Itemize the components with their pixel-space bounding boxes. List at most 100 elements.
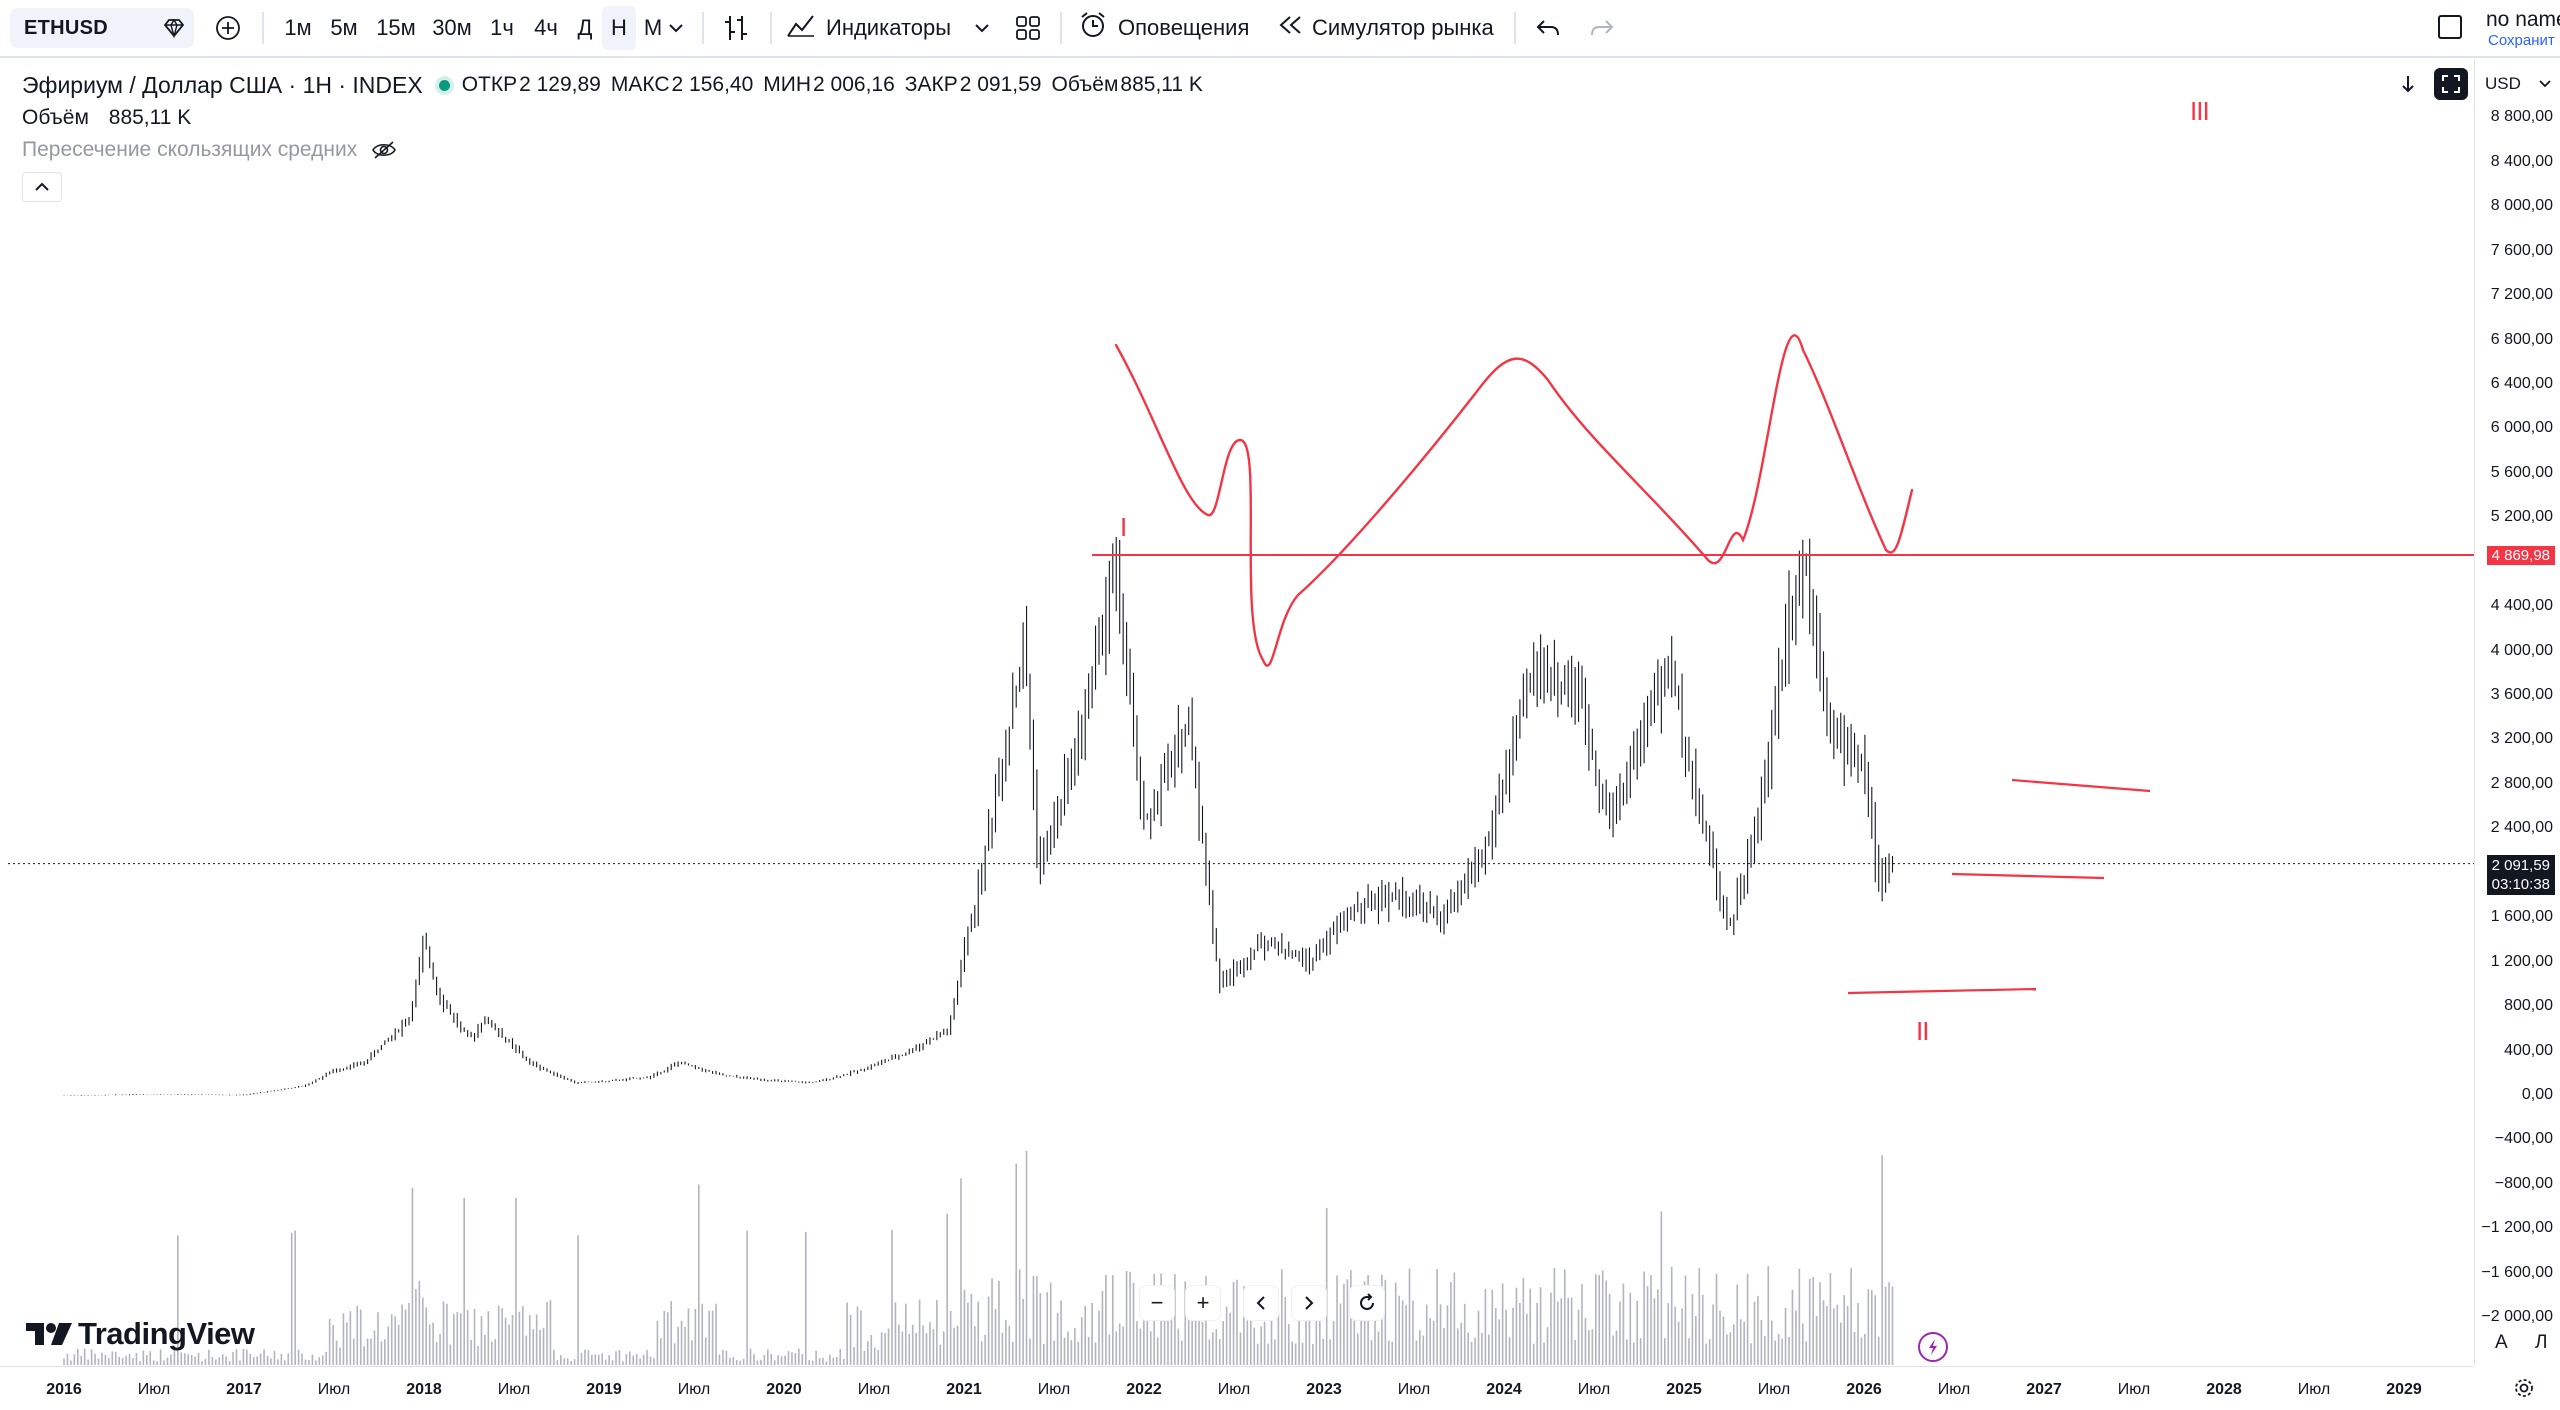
collapse-legend-button[interactable]: [22, 172, 62, 202]
auto-scale-button[interactable]: A: [2495, 1332, 2508, 1353]
high-value: 2 156,40: [671, 73, 754, 96]
ma-cross-indicator-row[interactable]: Пересечение скользящих средних: [22, 138, 1203, 162]
time-label: 2021: [946, 1381, 982, 1398]
indicators-button[interactable]: Индикаторы: [786, 6, 951, 50]
wave-label-2[interactable]: II: [1916, 1016, 1929, 1046]
indicators-dropdown-icon[interactable]: [970, 6, 994, 50]
close-label: ЗАКР: [904, 73, 958, 96]
wave-label-1[interactable]: I: [1120, 512, 1128, 542]
price-label: −2 000,00: [2481, 1308, 2553, 1326]
time-label: 2022: [1126, 1381, 1162, 1398]
close-value: 2 091,59: [959, 73, 1042, 96]
price-label: 800,00: [2504, 997, 2553, 1015]
scroll-to-realtime-icon[interactable]: [2392, 68, 2424, 100]
layout-name[interactable]: no name: [2486, 8, 2560, 31]
volume-label: Объём: [1051, 73, 1119, 96]
price-axis[interactable]: USD 8 800,00 8 400,00 8 000,00 7 600,00 7 20…: [2474, 60, 2560, 1365]
price-label: 3 200,00: [2490, 730, 2553, 748]
plus-icon: +: [1196, 1290, 1210, 1315]
target-line-lower: [1847, 987, 2037, 995]
alerts-label: Оповещения: [1118, 15, 1250, 40]
alerts-button[interactable]: Оповещения: [1078, 6, 1249, 50]
interval-1[interactable]: 1м: [284, 15, 312, 40]
price-label: −400,00: [2494, 1130, 2553, 1148]
time-label: 2027: [2026, 1381, 2062, 1398]
fullscreen-icon[interactable]: [2434, 68, 2468, 100]
rewind-icon: [1276, 13, 1304, 43]
time-label: Июл: [1217, 1381, 1251, 1398]
volume-indicator-row[interactable]: Объём 885,11 K: [22, 106, 1203, 130]
reset-icon: [1360, 1293, 1374, 1310]
time-label: Июл: [1937, 1381, 1971, 1398]
time-label: 2023: [1306, 1381, 1342, 1398]
user-drawings[interactable]: [8, 334, 2474, 995]
time-label: 2026: [1846, 1381, 1882, 1398]
interval-3[interactable]: 15м: [376, 15, 416, 40]
tradingview-logo[interactable]: TradingView: [26, 1316, 255, 1352]
interval-5[interactable]: 1ч: [490, 15, 514, 40]
price-label: 2 400,00: [2490, 819, 2553, 837]
time-label: Июл: [1397, 1381, 1431, 1398]
price-chart[interactable]: [8, 60, 2474, 1365]
volume-bars: [63, 1151, 1894, 1365]
indicators-icon: [786, 12, 816, 44]
price-label: 4 400,00: [2490, 597, 2553, 615]
chart-pane[interactable]: [8, 60, 2474, 1365]
interval-dropdown-icon[interactable]: [662, 6, 690, 50]
time-label: Июл: [2117, 1381, 2151, 1398]
price-label: 5 200,00: [2490, 508, 2553, 526]
settings-gear-icon[interactable]: [2508, 1372, 2540, 1404]
price-label: 3 600,00: [2490, 686, 2553, 704]
chart-type-icon[interactable]: [716, 6, 756, 50]
replay-button[interactable]: Симулятор рынка: [1276, 6, 1494, 50]
interval-9[interactable]: М: [643, 15, 663, 40]
scroll-right-button[interactable]: [1292, 1286, 1326, 1320]
interval-7[interactable]: Д: [577, 15, 593, 40]
high-label: МАКС: [610, 73, 670, 96]
ma-cross-label: Пересечение скользящих средних: [22, 138, 358, 161]
tradingview-logo-icon: [26, 1323, 72, 1345]
currency-selector[interactable]: USD: [2485, 74, 2551, 94]
time-label: 2017: [226, 1381, 262, 1398]
lightning-icon[interactable]: [1918, 1332, 1948, 1362]
open-value: 2 129,89: [519, 73, 601, 96]
interval-4[interactable]: 30м: [432, 15, 472, 40]
zoom-in-button[interactable]: +: [1186, 1286, 1220, 1320]
target-line-upper: [2011, 778, 2151, 793]
price-label: 1 200,00: [2490, 952, 2553, 970]
price-label: 7 200,00: [2490, 286, 2553, 304]
time-label: Июл: [857, 1381, 891, 1398]
volume-indicator-value: 885,11 K: [108, 106, 192, 129]
indicators-label: Индикаторы: [826, 15, 952, 40]
time-label: Июл: [1577, 1381, 1611, 1398]
volume-value: 885,11 K: [1120, 73, 1203, 96]
price-label: 8 800,00: [2490, 108, 2553, 126]
interval-6[interactable]: 4ч: [534, 15, 558, 40]
log-scale-button[interactable]: Л: [2535, 1332, 2548, 1353]
level-price-tag: 4 869,98: [2486, 546, 2555, 565]
templates-icon[interactable]: [1010, 6, 1046, 50]
reset-chart-button[interactable]: [1350, 1286, 1384, 1320]
interval-2[interactable]: 5м: [330, 15, 358, 40]
add-symbol-icon[interactable]: [210, 6, 246, 50]
open-label: ОТКР: [461, 73, 518, 96]
time-axis[interactable]: 2016 Июл 2017 Июл 2018 Июл 2019 Июл 2020 Июл 2021 И…: [0, 1366, 2474, 1410]
symbol-title[interactable]: Эфириум / Доллар США · 1Н · INDEX: [22, 71, 423, 98]
undo-icon[interactable]: [1528, 6, 1568, 50]
redo-icon[interactable]: [1582, 6, 1622, 50]
symbol-search[interactable]: ETHUSD: [10, 8, 194, 48]
wave-label-3[interactable]: III: [2190, 96, 2210, 126]
price-label: 8 400,00: [2490, 152, 2553, 170]
time-label: 2020: [766, 1381, 802, 1398]
interval-8[interactable]: Н: [602, 6, 636, 50]
time-label: 2029: [2386, 1381, 2422, 1398]
price-label: 6 400,00: [2490, 374, 2553, 392]
layout-checkbox-icon[interactable]: [2438, 15, 2462, 39]
zoom-out-button[interactable]: −: [1140, 1286, 1174, 1320]
save-status[interactable]: Сохранит: [2488, 32, 2555, 49]
current-price-tag: 2 091,59 03:10:38: [2486, 855, 2555, 895]
eye-hidden-icon[interactable]: [371, 140, 397, 160]
diamond-icon[interactable]: [162, 17, 186, 44]
time-label: Июл: [1757, 1381, 1791, 1398]
scroll-left-button[interactable]: [1244, 1286, 1278, 1320]
